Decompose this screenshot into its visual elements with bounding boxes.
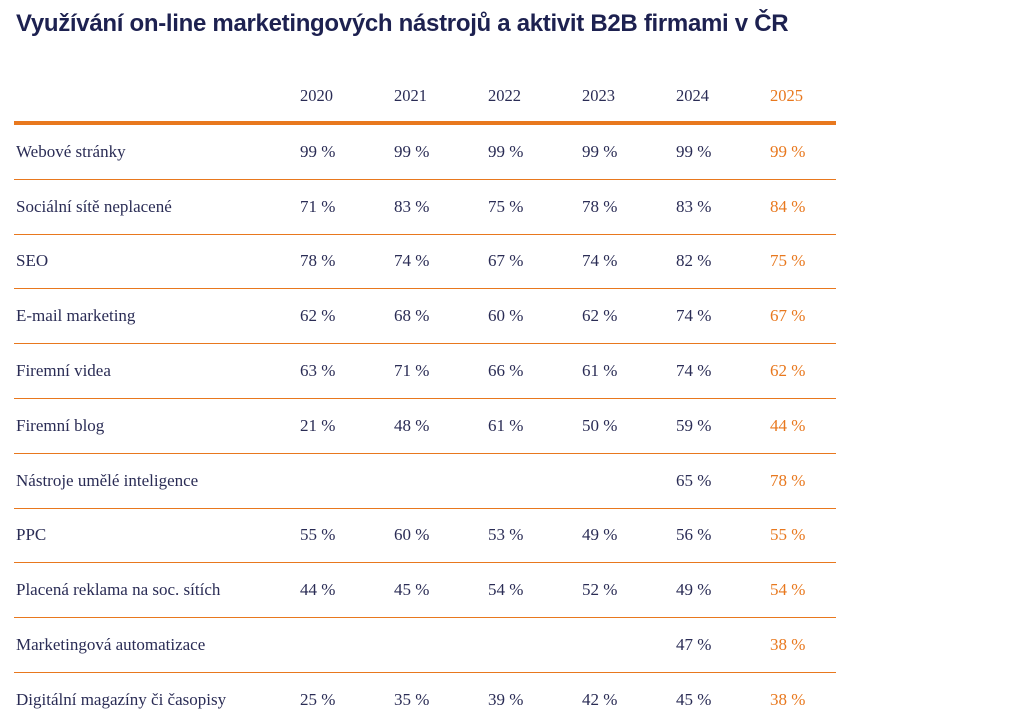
- header-year-2022: 2022: [488, 85, 521, 105]
- row-label: Sociální sítě neplacené: [16, 196, 172, 216]
- value-cell-2021: 68 %: [394, 306, 430, 326]
- value-cell-2022: 39 %: [488, 690, 524, 710]
- row-label: Placená reklama na soc. sítích: [16, 580, 221, 600]
- value-cell-2025: 75 %: [770, 251, 806, 271]
- value-cell-2023: 99 %: [582, 141, 618, 161]
- value-cell-2022: 99 %: [488, 141, 524, 161]
- header-year-2025: 2025: [770, 85, 803, 105]
- value-cell-2024: 47 %: [676, 635, 712, 655]
- value-cell-2021: 45 %: [394, 580, 430, 600]
- page-title: Využívání on-line marketingových nástroj…: [16, 10, 789, 37]
- header-year-2021: 2021: [394, 85, 427, 105]
- value-cell-2020: 25 %: [300, 690, 336, 710]
- row-label: SEO: [16, 251, 49, 271]
- value-cell-2025: 38 %: [770, 635, 806, 655]
- value-cell-2023: 50 %: [582, 415, 618, 435]
- value-cell-2025: 84 %: [770, 196, 806, 216]
- table-row: PPC 55 % 60 % 53 % 49 % 56 % 55 %: [14, 509, 836, 564]
- value-cell-2024: 49 %: [676, 580, 712, 600]
- table-row: SEO 78 % 74 % 67 % 74 % 82 % 75 %: [14, 235, 836, 290]
- table-row: E-mail marketing 62 % 68 % 60 % 62 % 74 % 67 %: [14, 289, 836, 345]
- value-cell-2020: 99 %: [300, 141, 336, 161]
- header-year-2020: 2020: [300, 85, 333, 105]
- value-cell-2022: 67 %: [488, 251, 524, 271]
- value-cell-2020: 62 %: [300, 306, 336, 326]
- value-cell-2023: 42 %: [582, 690, 618, 710]
- table-row: Firemní blog 21 % 48 % 61 % 50 % 59 % 44 %: [14, 399, 836, 454]
- value-cell-2021: 99 %: [394, 141, 430, 161]
- value-cell-2025: 99 %: [770, 141, 806, 161]
- value-cell-2025: 78 %: [770, 470, 806, 490]
- value-cell-2024: 99 %: [676, 141, 712, 161]
- value-cell-2025: 44 %: [770, 415, 806, 435]
- value-cell-2021: 35 %: [394, 690, 430, 710]
- value-cell-2024: 59 %: [676, 415, 712, 435]
- value-cell-2024: 74 %: [676, 306, 712, 326]
- row-label: PPC: [16, 525, 47, 545]
- table-row: Webové stránky 99 % 99 % 99 % 99 % 99 % 99 %: [14, 125, 836, 180]
- value-cell-2021: 48 %: [394, 415, 430, 435]
- value-cell-2024: 45 %: [676, 690, 712, 710]
- value-cell-2023: 62 %: [582, 306, 618, 326]
- row-label: Nástroje umělé inteligence: [16, 470, 199, 490]
- value-cell-2025: 67 %: [770, 306, 806, 326]
- value-cell-2023: 61 %: [582, 361, 618, 381]
- value-cell-2022: 60 %: [488, 306, 524, 326]
- table-header-row: 2020 2021 2022 2023 2024 2025: [14, 70, 836, 125]
- table-body: Webové stránky 99 % 99 % 99 % 99 % 99 % 99 % So…: [14, 125, 836, 728]
- value-cell-2021: 60 %: [394, 525, 430, 545]
- value-cell-2024: 56 %: [676, 525, 712, 545]
- value-cell-2023: 52 %: [582, 580, 618, 600]
- table-row: Marketingová automatizace 47 % 38 %: [14, 618, 836, 673]
- header-year-2023: 2023: [582, 85, 615, 105]
- value-cell-2021: 71 %: [394, 361, 430, 381]
- value-cell-2025: 38 %: [770, 690, 806, 710]
- value-cell-2025: 62 %: [770, 361, 806, 381]
- row-label: Webové stránky: [16, 141, 126, 161]
- value-cell-2022: 75 %: [488, 196, 524, 216]
- value-cell-2025: 55 %: [770, 525, 806, 545]
- table-row: Sociální sítě neplacené 71 % 83 % 75 % 78 % 8…: [14, 180, 836, 235]
- row-label: Firemní blog: [16, 415, 105, 435]
- table-row: Placená reklama na soc. sítích 44 % 45 % 54…: [14, 563, 836, 619]
- value-cell-2020: 78 %: [300, 251, 336, 271]
- row-label: Marketingová automatizace: [16, 635, 206, 655]
- header-year-2024: 2024: [676, 85, 709, 105]
- table-row: Nástroje umělé inteligence 65 % 78 %: [14, 454, 836, 509]
- value-cell-2024: 83 %: [676, 196, 712, 216]
- data-table: 2020 2021 2022 2023 2024 2025 Webové str…: [14, 70, 836, 728]
- value-cell-2023: 49 %: [582, 525, 618, 545]
- row-label: Firemní videa: [16, 361, 111, 381]
- value-cell-2020: 71 %: [300, 196, 336, 216]
- value-cell-2023: 74 %: [582, 251, 618, 271]
- row-label: Digitální magazíny či časopisy: [16, 690, 227, 710]
- value-cell-2022: 53 %: [488, 525, 524, 545]
- table-row: Digitální magazíny či časopisy 25 % 35 % 39…: [14, 673, 836, 728]
- value-cell-2022: 66 %: [488, 361, 524, 381]
- value-cell-2021: 83 %: [394, 196, 430, 216]
- value-cell-2020: 55 %: [300, 525, 336, 545]
- value-cell-2020: 21 %: [300, 415, 336, 435]
- value-cell-2020: 44 %: [300, 580, 336, 600]
- value-cell-2024: 74 %: [676, 361, 712, 381]
- table-row: Firemní videa 63 % 71 % 66 % 61 % 74 % 62 %: [14, 344, 836, 399]
- value-cell-2022: 54 %: [488, 580, 524, 600]
- row-label: E-mail marketing: [16, 306, 136, 326]
- value-cell-2023: 78 %: [582, 196, 618, 216]
- value-cell-2022: 61 %: [488, 415, 524, 435]
- value-cell-2020: 63 %: [300, 361, 336, 381]
- value-cell-2021: 74 %: [394, 251, 430, 271]
- value-cell-2025: 54 %: [770, 580, 806, 600]
- value-cell-2024: 65 %: [676, 470, 712, 490]
- value-cell-2024: 82 %: [676, 251, 712, 271]
